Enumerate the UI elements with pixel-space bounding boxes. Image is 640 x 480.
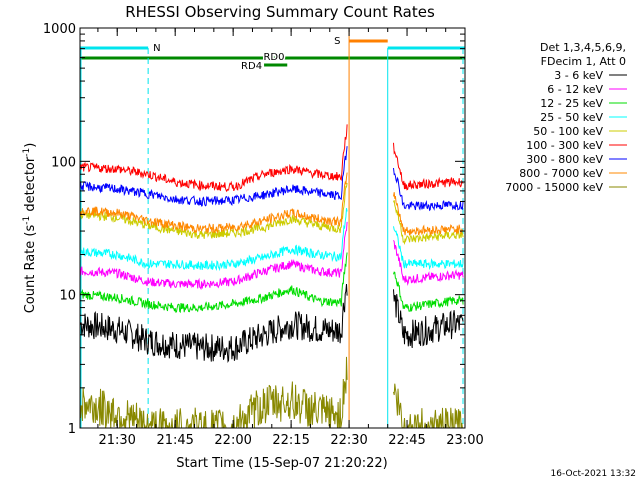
legend-entry-label: 300 - 800 keV: [526, 153, 603, 166]
legend-entry-label: 3 - 6 keV: [554, 69, 603, 82]
plot-frame: [79, 27, 466, 429]
legend-header: Det 1,3,4,5,6,9,: [540, 41, 626, 54]
series-line-2: [80, 252, 348, 314]
x-tick-label: 22:15: [272, 433, 309, 448]
legend-entry-label: 12 - 25 keV: [540, 97, 603, 110]
legend-entry-label: 25 - 50 keV: [540, 111, 603, 124]
series-line-0: [393, 289, 464, 349]
series-line-1: [393, 240, 464, 286]
x-tick-label: 22:45: [388, 433, 425, 448]
y-axis-label: Count Rate (s-1 detector-1): [22, 143, 38, 314]
series-line-3: [80, 208, 348, 272]
y-tick-label: 100: [51, 155, 76, 170]
flag-boundaries: [80, 30, 464, 428]
x-axis-label: Start Time (15-Sep-07 21:20:22): [176, 456, 387, 471]
legend-entry-label: 800 - 7000 keV: [519, 167, 603, 180]
x-tick-label: 22:30: [330, 433, 367, 448]
series-line-0: [80, 283, 348, 364]
series-line-4: [393, 200, 464, 245]
legend: Det 1,3,4,5,6,9,FDecim 1, Att 03 - 6 keV…: [505, 41, 627, 194]
x-tick-label: 23:00: [446, 433, 483, 448]
footer-date: 16-Oct-2021 13:32: [551, 469, 636, 479]
y-axis: 1 10 100 1000: [43, 22, 465, 437]
series-line-5: [80, 124, 348, 193]
night-flag-label: N: [153, 43, 160, 54]
series-line-1: [80, 221, 348, 291]
saa-flag-label: S: [334, 36, 340, 47]
series-line-7: [80, 172, 348, 234]
x-axis: 21:30 21:45 22:00 22:15 22:30 22:45 23:00: [97, 28, 484, 448]
series-line-2: [393, 271, 464, 312]
x-tick-label: 22:00: [214, 433, 251, 448]
rd4-flag-label: RD4: [241, 61, 262, 72]
rd0-flag-label: RD0: [263, 52, 284, 63]
series-line-5: [393, 142, 464, 191]
y-tick-label: 10: [59, 289, 76, 304]
legend-entry-label: 100 - 300 keV: [526, 139, 603, 152]
y-tick-label: 1: [68, 422, 76, 437]
series-line-7: [393, 192, 464, 236]
legend-entry-label: 6 - 12 keV: [547, 83, 603, 96]
legend-entry-label: 50 - 100 keV: [533, 125, 603, 138]
series-line-8: [80, 356, 348, 430]
chart-title: RHESSI Observing Summary Count Rates: [125, 3, 435, 21]
x-tick-label: 21:30: [98, 433, 135, 448]
x-tick-label: 21:45: [156, 433, 193, 448]
series-line-6: [393, 167, 464, 212]
legend-entry-label: 7000 - 15000 keV: [505, 181, 603, 194]
series-lines: [80, 124, 464, 430]
y-tick-label: 1000: [43, 22, 76, 37]
series-line-3: [393, 226, 464, 271]
series-line-6: [80, 146, 348, 207]
legend-header: FDecim 1, Att 0: [541, 55, 626, 68]
series-line-8: [393, 383, 464, 429]
